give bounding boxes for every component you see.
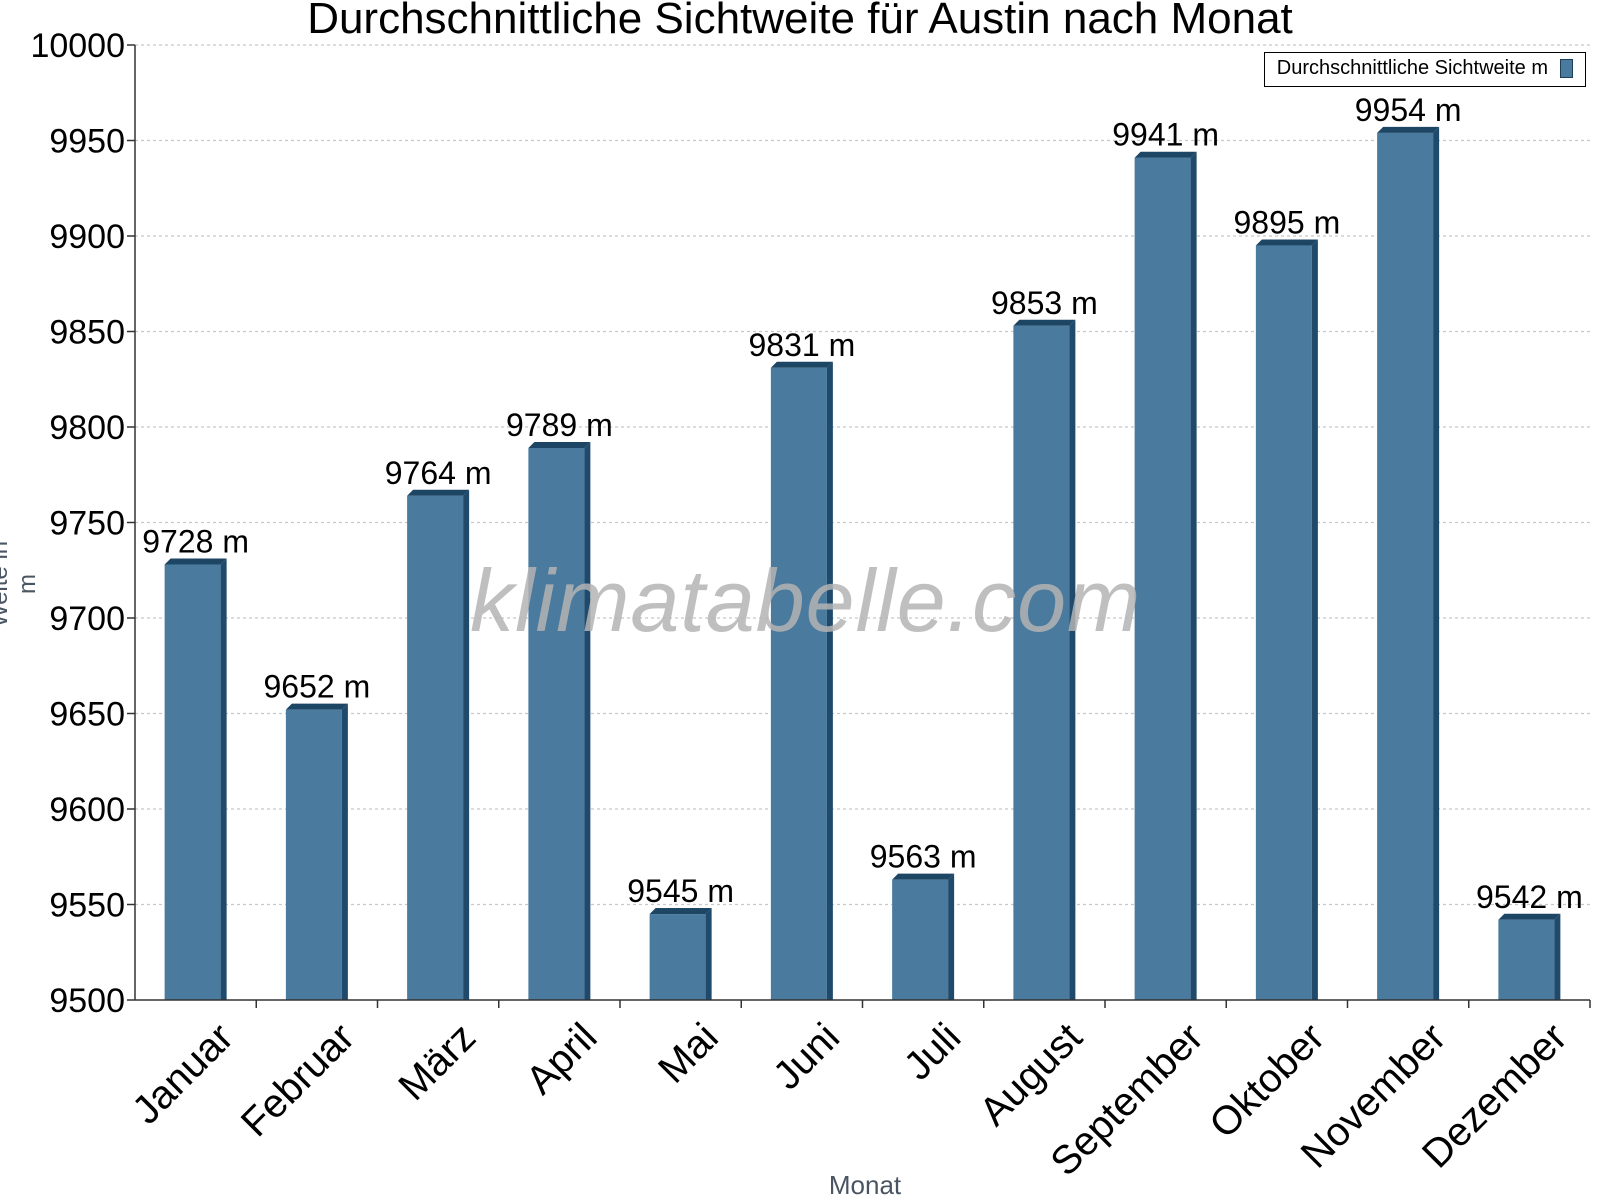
bar-side <box>1433 126 1440 1001</box>
x-tick-label: Februar <box>233 1015 363 1145</box>
axis-layer: 9500 9550 9600 9650 9700 9750 9800 9850 9900 9950… <box>30 27 1591 1020</box>
bar-value-label: 9831 m <box>749 327 856 363</box>
bar-side <box>1190 151 1197 1000</box>
bar-value-label: 9941 m <box>1112 117 1219 153</box>
bar <box>1498 919 1555 1000</box>
x-tick-label: April <box>518 1015 606 1103</box>
bar-value-label: 9895 m <box>1234 205 1341 241</box>
bar <box>1134 157 1191 1000</box>
bar-side <box>826 361 833 1000</box>
bar-top <box>407 489 470 496</box>
bar-top <box>1377 126 1440 133</box>
bar-value-label: 9789 m <box>506 407 613 443</box>
bar-top <box>528 442 591 449</box>
bar <box>528 448 585 1000</box>
grid-layer <box>135 44 1590 906</box>
y-tick-label: 9950 <box>49 123 125 161</box>
bar-value-label: 9542 m <box>1476 879 1583 915</box>
bar-value-label: 9954 m <box>1355 92 1462 128</box>
bar <box>407 495 464 1000</box>
x-tick-label: Juni <box>765 1015 848 1098</box>
bar-side <box>463 489 470 1000</box>
bar-side <box>948 873 955 1000</box>
legend-label: Durchschnittliche Sichtweite m <box>1276 57 1548 79</box>
y-axis-title: Weite in m <box>0 540 41 628</box>
y-tick-label: 9800 <box>49 409 125 447</box>
bar-side <box>341 703 348 1000</box>
bar-side <box>1069 319 1076 1000</box>
bar-top <box>649 908 712 915</box>
bar <box>1255 245 1312 1001</box>
y-tick-label: 9500 <box>49 982 125 1020</box>
bar-value-label: 9563 m <box>870 839 977 875</box>
bar-top <box>1255 239 1318 246</box>
bar-value-label: 9853 m <box>991 285 1098 321</box>
bar-top <box>1013 319 1076 326</box>
y-tick-label: 9700 <box>49 600 125 638</box>
x-tick-label: Januar <box>124 1015 242 1133</box>
bar-top <box>770 361 833 368</box>
y-tick-label: 9750 <box>49 505 125 543</box>
bar-side <box>1554 913 1561 1000</box>
bar-value-label: 9728 m <box>142 524 249 560</box>
bar <box>1013 325 1070 1000</box>
bar-value-label: 9652 m <box>264 669 371 705</box>
bar-value-label: 9545 m <box>627 873 734 909</box>
y-tick-label: 9600 <box>49 791 125 829</box>
bar-side <box>220 558 227 1000</box>
bar-layer <box>164 126 1561 1001</box>
bar <box>649 914 706 1000</box>
bar-side <box>1311 239 1318 1001</box>
bar-top <box>164 558 227 565</box>
legend: Durchschnittliche Sichtweite m <box>1263 52 1586 87</box>
x-axis-title: Monat <box>828 1170 902 1200</box>
bar-top <box>285 703 348 710</box>
bar <box>892 879 949 1000</box>
bar-top <box>892 873 955 880</box>
x-tick-label: März <box>390 1015 484 1109</box>
watermark: klimatabelle.com <box>470 551 1142 650</box>
x-tick-label: Mai <box>650 1015 727 1092</box>
bar <box>770 367 827 1000</box>
bar-side <box>705 908 712 1000</box>
y-tick-label: 9550 <box>49 887 125 925</box>
chart-title: Durchschnittliche Sichtweite für Austin … <box>307 0 1293 43</box>
y-tick-label: 9850 <box>49 314 125 352</box>
bar-value-label: 9764 m <box>385 455 492 491</box>
legend-swatch <box>1560 59 1573 78</box>
y-tick-label: 10000 <box>30 27 125 65</box>
x-tick-label: Juli <box>896 1015 970 1089</box>
bar-top <box>1134 151 1197 158</box>
bar <box>1377 132 1434 1001</box>
bar-side <box>584 442 591 1000</box>
bar-top <box>1498 913 1561 920</box>
x-tick-label: August <box>971 1015 1090 1134</box>
y-tick-label: 9650 <box>49 696 125 734</box>
y-tick-label: 9900 <box>49 218 125 256</box>
bar <box>285 709 342 1000</box>
bar <box>164 564 221 1000</box>
